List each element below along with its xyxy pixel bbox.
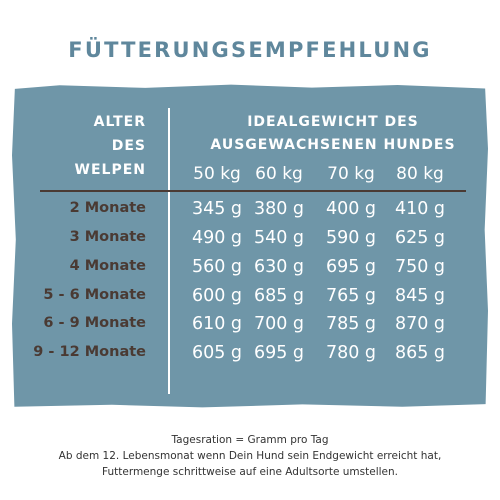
table-cell: 750 g [394,257,446,277]
table-cell: 630 g [253,257,305,277]
row-age-label: 5 - 6 Monate [43,287,146,303]
table-cell: 695 g [325,257,377,277]
table-cell: 600 g [191,286,243,306]
header-age-line: ALTER [93,114,146,130]
weight-column-header: 50 kg [193,164,241,184]
table-cell: 845 g [394,286,446,306]
table-cell: 780 g [325,343,377,363]
row-age-label: 9 - 12 Monate [33,344,146,360]
header-age-line: DES [111,138,146,154]
table-cell: 700 g [253,314,305,334]
table-cell: 540 g [253,228,305,248]
table-cell: 785 g [325,314,377,334]
footer-note: Ab dem 12. Lebensmonat wenn Dein Hund se… [58,450,442,462]
table-cell: 765 g [325,286,377,306]
feeding-table: ALTER DES WELPEN IDEALGEWICHT DES AUSGEW… [12,84,488,408]
row-age-label: 6 - 9 Monate [43,315,146,331]
table-cell: 695 g [253,343,305,363]
table-cell: 865 g [394,343,446,363]
table-cell: 400 g [325,199,377,219]
table-cell: 560 g [191,257,243,277]
table-cell: 345 g [191,199,243,219]
table-cell: 410 g [394,199,446,219]
table-cell: 380 g [253,199,305,219]
header-divider [40,190,466,192]
footer-note: Futtermenge schrittweise auf eine Adults… [102,466,398,478]
row-age-label: 2 Monate [69,200,146,216]
table-cell: 610 g [191,314,243,334]
footer-note: Tagesration = Gramm pro Tag [171,434,329,446]
page-title: FÜTTERUNGSEMPFEHLUNG [68,38,432,62]
row-age-label: 3 Monate [69,229,146,245]
weight-column-header: 70 kg [327,164,375,184]
table-cell: 685 g [253,286,305,306]
table-cell: 590 g [325,228,377,248]
header-ideal-weight-line: AUSGEWACHSENEN HUNDES [210,137,456,153]
table-cell: 625 g [394,228,446,248]
header-age-line: WELPEN [74,162,146,178]
header-ideal-weight-line: IDEALGEWICHT DES [247,114,419,130]
weight-column-header: 60 kg [255,164,303,184]
row-age-label: 4 Monate [69,258,146,274]
table-cell: 490 g [191,228,243,248]
column-divider [168,108,170,394]
table-cell: 605 g [191,343,243,363]
weight-column-header: 80 kg [396,164,444,184]
table-cell: 870 g [394,314,446,334]
